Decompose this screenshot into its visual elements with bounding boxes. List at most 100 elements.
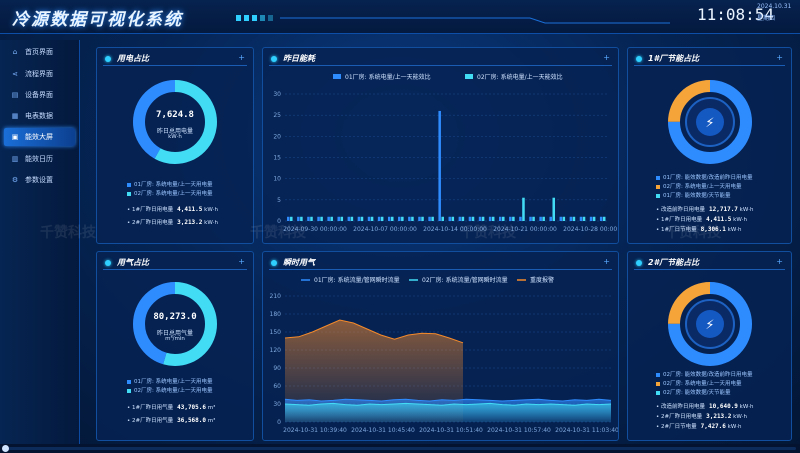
y-tick-label: 30 (273, 401, 281, 408)
sidebar-item-gear[interactable]: ⚙ 参数设置 (4, 171, 75, 189)
bar[interactable] (529, 216, 532, 221)
bar[interactable] (461, 216, 465, 221)
bar[interactable] (431, 216, 434, 221)
bar[interactable] (387, 216, 391, 221)
bar[interactable] (491, 216, 495, 221)
factory2-series-line[interactable] (284, 402, 612, 406)
scrollbar-thumb[interactable] (2, 445, 9, 452)
bar[interactable] (307, 216, 310, 221)
bar[interactable] (438, 110, 441, 221)
bar[interactable] (468, 216, 472, 221)
bar[interactable] (582, 216, 586, 221)
bar[interactable] (370, 216, 374, 221)
bar[interactable] (522, 197, 525, 221)
bar[interactable] (512, 216, 515, 221)
bar[interactable] (448, 216, 452, 221)
clock: 11:08:54 (697, 5, 775, 24)
area-legend-label: 重度报警 (530, 276, 554, 284)
y-tick-label: 0 (277, 419, 281, 426)
energy1-panel-header: 1#厂节能占比 + (634, 52, 785, 66)
bar[interactable] (592, 216, 596, 221)
scrollbar-track[interactable] (4, 447, 796, 450)
alarm-series-line[interactable] (284, 319, 464, 344)
panel-dot-icon (271, 260, 277, 266)
bar[interactable] (509, 216, 512, 221)
bar[interactable] (488, 216, 492, 221)
bar[interactable] (340, 216, 344, 221)
plus-icon: + (603, 257, 610, 266)
bar[interactable] (297, 216, 300, 221)
power-panel-title: 用电占比 (117, 54, 149, 63)
factory1-series-line[interactable] (284, 398, 612, 402)
bar[interactable] (572, 216, 576, 221)
bar[interactable] (418, 216, 421, 221)
bar[interactable] (330, 216, 333, 221)
bar[interactable] (428, 216, 431, 221)
panel-dot-icon (636, 260, 642, 266)
sidebar-item-screen[interactable]: ▣ 能效大屏 (4, 128, 75, 147)
bar[interactable] (549, 216, 552, 221)
bar[interactable] (411, 216, 414, 221)
bar[interactable] (401, 216, 404, 221)
bar[interactable] (350, 216, 354, 221)
bar[interactable] (360, 216, 364, 221)
bar[interactable] (579, 216, 583, 221)
bar[interactable] (552, 197, 556, 221)
bar[interactable] (408, 216, 411, 221)
plus-icon: + (238, 257, 245, 266)
bar[interactable] (398, 216, 401, 221)
bar[interactable] (380, 216, 384, 221)
bar[interactable] (478, 216, 482, 221)
bar[interactable] (481, 216, 485, 221)
bar[interactable] (327, 216, 330, 221)
sidebar-item-device[interactable]: ▤ 设备界面 (4, 86, 75, 104)
gas-panel: 用气占比 + 80,273.0 昨日总用气量 m³/min 01厂房: 系统电量… (96, 251, 254, 441)
area-panel-title: 瞬时用气 (283, 258, 315, 267)
bar[interactable] (317, 216, 320, 221)
sidebar-item-share[interactable]: ⋖ 流程界面 (4, 65, 75, 83)
bar[interactable] (367, 216, 371, 221)
bar[interactable] (347, 216, 351, 221)
bar[interactable] (310, 216, 313, 221)
bar[interactable] (562, 216, 566, 221)
bar[interactable] (532, 216, 535, 221)
bar[interactable] (599, 216, 603, 221)
bar[interactable] (542, 216, 545, 221)
gas-legend-1: 01厂房: 系统电量/上一天用电量 (127, 377, 212, 385)
sidebar-item-home[interactable]: ⌂ 首页界面 (4, 43, 75, 61)
bar[interactable] (421, 216, 424, 221)
bar[interactable] (390, 216, 394, 221)
bar[interactable] (300, 216, 303, 221)
watermark: 千赞科技 (250, 225, 306, 241)
bar[interactable] (441, 216, 444, 221)
energy2-panel: 2#厂节能占比 + ⚡ 02厂房: 能效数据/改造前昨日用电量 02厂房: 系统电… (627, 251, 792, 441)
bar[interactable] (519, 216, 522, 221)
sidebar-item-meter[interactable]: ▦ 电表数据 (4, 107, 75, 125)
bar[interactable] (337, 216, 341, 221)
area-chart: 01厂房: 系统流量/管网瞬时流量 02厂房: 系统流量/管网瞬时流量 重度报警 0 3… (270, 276, 618, 434)
bar[interactable] (357, 216, 361, 221)
legend-swatch (656, 381, 660, 386)
sidebar-item-calendar[interactable]: ▥ 能效日历 (4, 150, 75, 168)
y-tick-label: 30 (273, 91, 281, 98)
energy1-stat-2: • 1#厂昨日用电量 4,411.5 kW·h (656, 216, 748, 223)
bar[interactable] (559, 216, 563, 221)
bar[interactable] (589, 216, 593, 221)
energy1-legend-2: 02厂房: 系统电量/上一天用电量 (656, 182, 741, 190)
bar[interactable] (287, 216, 290, 221)
bar[interactable] (290, 216, 293, 221)
bar[interactable] (539, 216, 542, 221)
bar[interactable] (498, 216, 502, 221)
date-label: 2024.10.31 (757, 3, 792, 10)
bar[interactable] (602, 216, 606, 221)
bar[interactable] (569, 216, 573, 221)
bar[interactable] (320, 216, 323, 221)
bar[interactable] (471, 216, 475, 221)
calendar-icon: ▥ (11, 154, 19, 163)
bar[interactable] (377, 216, 381, 221)
horizontal-scrollbar[interactable] (0, 444, 800, 453)
svg-text:⚡: ⚡ (705, 116, 714, 131)
bar[interactable] (451, 216, 455, 221)
bar[interactable] (502, 216, 505, 221)
bar[interactable] (458, 216, 462, 221)
